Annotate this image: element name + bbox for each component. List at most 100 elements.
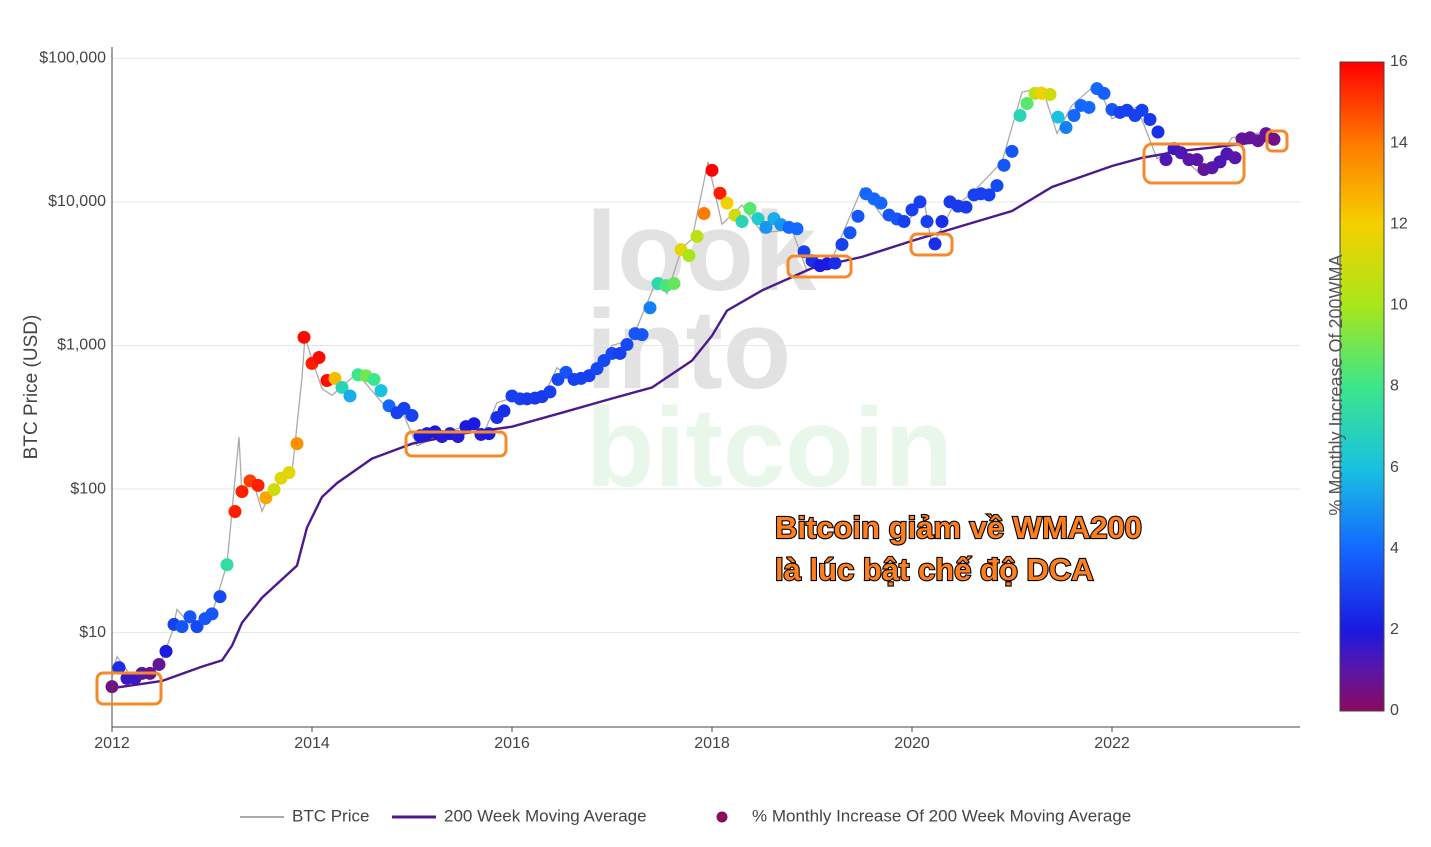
point: [828, 256, 842, 270]
point: [1020, 96, 1034, 110]
legend-item[interactable]: % Monthly Increase Of 200 Week Moving Av…: [716, 806, 1132, 825]
point: [1143, 113, 1157, 127]
colorbar-tick-label: 16: [1390, 53, 1408, 70]
x-tick-label: 2014: [294, 735, 330, 752]
point: [697, 207, 711, 221]
legend-item[interactable]: 200 Week Moving Average: [392, 806, 647, 825]
point: [874, 196, 888, 210]
point: [690, 229, 704, 243]
annotation: là lúc bật chế độ DCA: [775, 552, 1094, 587]
point: [667, 277, 681, 291]
point: [235, 485, 249, 499]
annotation: Bitcoin giảm về WMA200: [775, 510, 1142, 545]
point: [1135, 103, 1149, 117]
colorbar-title: % Monthly Increase Of 200WMA: [1326, 254, 1346, 515]
point: [928, 237, 942, 251]
point: [1005, 144, 1019, 158]
series-line: [111, 139, 1273, 690]
point: [920, 215, 934, 229]
point: [913, 195, 927, 209]
point: [328, 371, 342, 385]
point: [467, 417, 481, 431]
point: [190, 620, 204, 634]
y-tick-label: $10,000: [48, 193, 106, 210]
x-tick-label: 2022: [1094, 735, 1130, 752]
highlight-box: [95, 671, 163, 706]
point: [152, 657, 166, 671]
watermark: bitcoin: [586, 385, 953, 510]
y-tick-label: $10: [79, 624, 106, 641]
point: [1190, 153, 1204, 167]
point: [343, 389, 357, 403]
colorbar-tick-label: 8: [1390, 378, 1399, 395]
colorbar-tick-label: 14: [1390, 134, 1408, 151]
x-tick-label: 2012: [94, 735, 130, 752]
point: [635, 328, 649, 342]
colorbar-tick-label: 0: [1390, 702, 1399, 719]
legend-item[interactable]: BTC Price: [240, 806, 369, 825]
point: [1228, 151, 1242, 165]
colorbar-tick-label: 2: [1390, 621, 1399, 638]
legend-swatch: [716, 811, 728, 823]
point: [1013, 108, 1027, 122]
y-tick-label: $1,000: [57, 337, 106, 354]
point: [367, 372, 381, 386]
point: [228, 505, 242, 519]
point: [482, 427, 496, 441]
x-tick-label: 2018: [694, 735, 730, 752]
point: [705, 163, 719, 177]
point: [267, 483, 281, 497]
point: [720, 196, 734, 210]
point: [1267, 132, 1281, 146]
point: [1097, 86, 1111, 100]
point: [935, 215, 949, 229]
highlight-box: [786, 254, 853, 279]
highlight-box: [404, 430, 508, 458]
point: [713, 186, 727, 200]
point: [1059, 120, 1073, 134]
point: [259, 491, 273, 505]
x-tick-label: 2016: [494, 735, 530, 752]
y-tick-label: $100,000: [39, 50, 106, 67]
point: [183, 610, 197, 624]
point: [982, 188, 996, 202]
point: [905, 203, 919, 217]
colorbar: [1339, 61, 1385, 712]
highlight-box: [909, 232, 954, 257]
point: [1082, 100, 1096, 114]
colorbar-tick-label: 10: [1390, 297, 1408, 314]
y-tick-label: $100: [70, 480, 106, 497]
legend-label: % Monthly Increase Of 200 Week Moving Av…: [752, 806, 1131, 825]
point: [1067, 108, 1081, 122]
x-tick-label: 2020: [894, 735, 930, 752]
point: [405, 409, 419, 423]
legend-label: 200 Week Moving Average: [444, 806, 647, 825]
point: [851, 209, 865, 223]
point: [620, 338, 634, 352]
point: [213, 590, 227, 604]
point: [959, 200, 973, 214]
point: [297, 330, 311, 344]
legend-label: BTC Price: [292, 806, 369, 825]
colorbar-tick-label: 12: [1390, 215, 1408, 232]
point: [290, 437, 304, 451]
highlight-box: [1142, 142, 1246, 185]
point: [543, 385, 557, 399]
point: [335, 380, 349, 394]
point: [112, 661, 126, 675]
point: [735, 215, 749, 229]
point: [990, 179, 1004, 193]
point: [682, 249, 696, 263]
point: [613, 346, 627, 360]
point: [312, 350, 326, 364]
point: [497, 404, 511, 418]
point: [751, 212, 765, 226]
point: [759, 220, 773, 234]
point: [1043, 88, 1057, 102]
point: [643, 301, 657, 315]
point: [251, 478, 265, 492]
point: [835, 238, 849, 252]
point: [1151, 125, 1165, 139]
y-axis-title: BTC Price (USD): [21, 315, 42, 460]
